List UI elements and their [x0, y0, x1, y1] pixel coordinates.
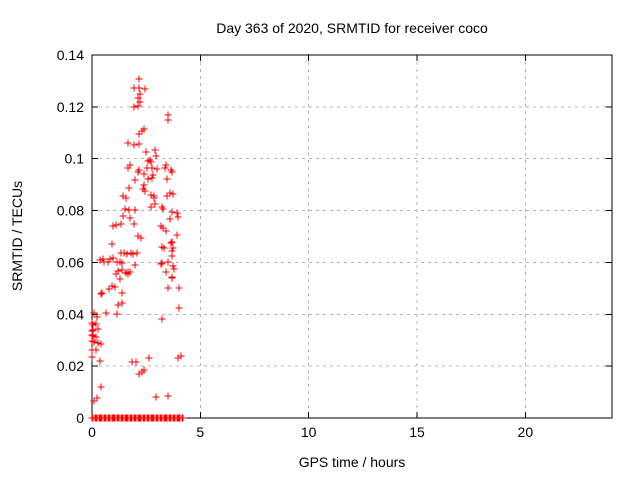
x-tick-label: 20 — [518, 424, 534, 440]
y-tick-label: 0 — [76, 410, 84, 426]
x-axis-label: GPS time / hours — [298, 454, 406, 470]
y-tick-label: 0.1 — [65, 151, 85, 167]
tick-labels: 0 5 10 15 20 0 0.02 0.04 0.06 0.08 0.1 0.12 0.14 — [57, 47, 534, 440]
grid-lines — [92, 55, 612, 418]
x-tick-label: 10 — [301, 424, 317, 440]
chart-title: Day 363 of 2020, SRMTID for receiver coc… — [216, 20, 488, 36]
x-tick-label: 0 — [88, 424, 96, 440]
y-tick-label: 0.14 — [57, 47, 84, 63]
y-tick-label: 0.12 — [57, 99, 84, 115]
y-tick-label: 0.04 — [57, 306, 84, 322]
y-tick-label: 0.06 — [57, 254, 84, 270]
y-tick-label: 0.02 — [57, 358, 84, 374]
x-tick-label: 5 — [196, 424, 204, 440]
y-tick-label: 0.08 — [57, 203, 84, 219]
axes-and-ticks — [91, 54, 613, 419]
scatter-points — [88, 75, 187, 422]
x-tick-label: 15 — [409, 424, 425, 440]
